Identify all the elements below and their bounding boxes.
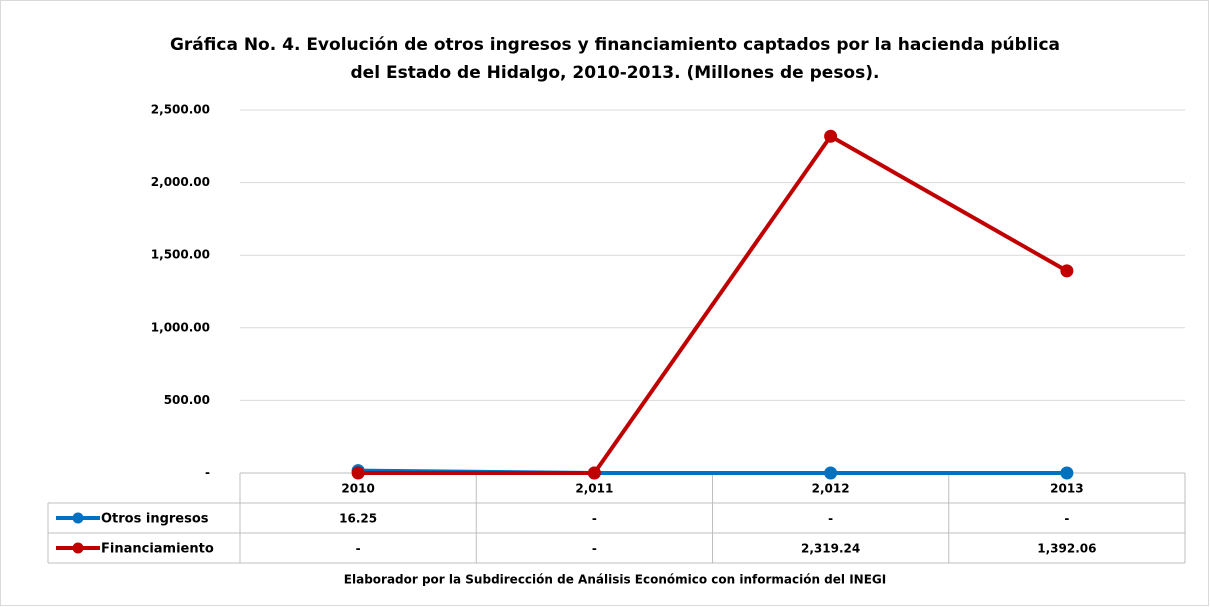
- x-tick-label: 2,011: [575, 482, 613, 496]
- data-label: -: [592, 542, 597, 556]
- y-tick-label: 2,500.00: [151, 103, 210, 117]
- legend-label: Financiamiento: [101, 542, 214, 557]
- legend-marker: [72, 542, 84, 554]
- data-point: [824, 129, 838, 143]
- data-point: [1060, 264, 1074, 278]
- data-label: -: [1064, 512, 1069, 526]
- y-tick-label: 1,000.00: [151, 320, 210, 334]
- data-point: [824, 466, 838, 480]
- data-point: [351, 466, 365, 480]
- data-label: 2,319.24: [801, 542, 860, 556]
- data-label: 16.25: [339, 512, 377, 526]
- legend-marker: [72, 512, 84, 524]
- data-point: [1060, 466, 1074, 480]
- chart-title: del Estado de Hidalgo, 2010-2013. (Millo…: [351, 63, 880, 83]
- x-tick-label: 2,012: [812, 482, 850, 496]
- series-line: [358, 134, 1068, 475]
- x-tick-label: 2010: [341, 482, 374, 496]
- data-label: 1,392.06: [1037, 542, 1096, 556]
- data-label: -: [828, 512, 833, 526]
- source-note: Elaborador por la Subdirección de Anális…: [344, 573, 886, 587]
- legend-label: Otros ingresos: [101, 512, 209, 527]
- y-tick-label: 500.00: [164, 393, 210, 407]
- x-tick-label: 2013: [1050, 482, 1083, 496]
- y-tick-label: 2,000.00: [151, 175, 210, 189]
- data-point: [587, 466, 601, 480]
- chart-title: Gráfica No. 4. Evolución de otros ingres…: [170, 35, 1060, 55]
- data-label: -: [356, 542, 361, 556]
- y-tick-label: -: [205, 466, 210, 480]
- y-tick-label: 1,500.00: [151, 248, 210, 262]
- data-label: -: [592, 512, 597, 526]
